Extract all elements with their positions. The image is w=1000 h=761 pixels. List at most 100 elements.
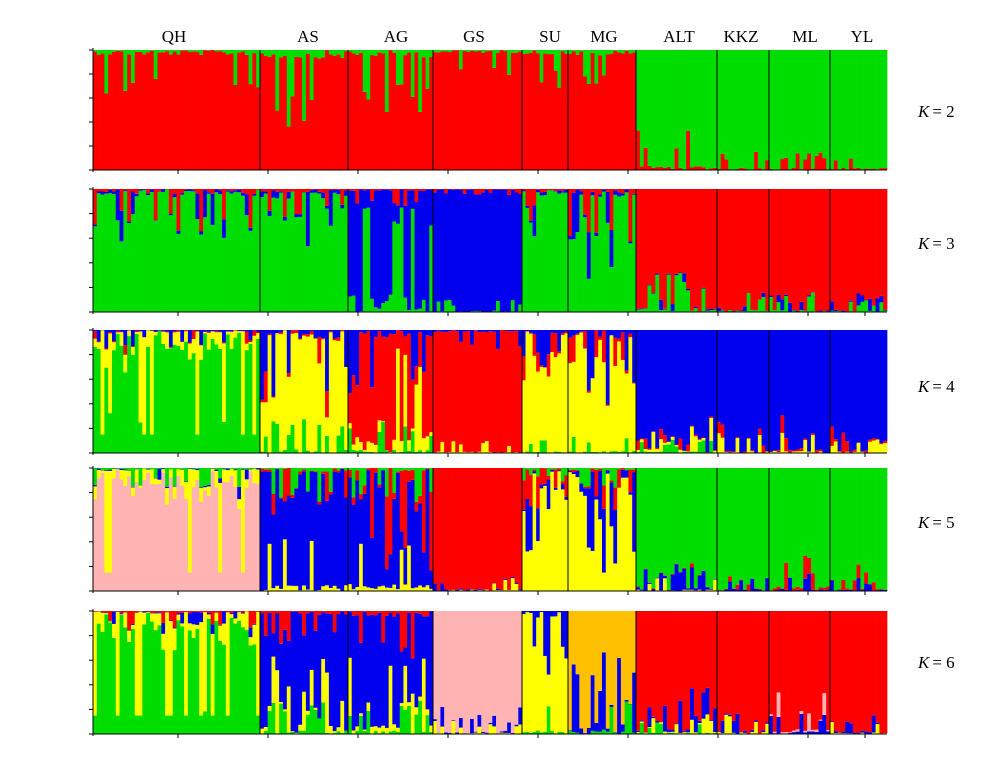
segment-yellow (317, 363, 322, 425)
segment-red (643, 147, 648, 170)
segment-blue (421, 616, 426, 659)
segment-pink (142, 479, 147, 591)
segment-blue (344, 614, 349, 731)
admixture-bar-ml-10 (807, 189, 812, 312)
segment-pink (172, 498, 177, 591)
segment-blue (536, 189, 541, 193)
admixture-bar-qh-34 (222, 189, 227, 312)
segment-green (355, 730, 360, 734)
segment-blue (168, 214, 174, 216)
segment-red (575, 333, 580, 335)
segment-red (305, 334, 311, 337)
segment-green (252, 644, 257, 734)
segment-green (115, 715, 120, 734)
segment-red (429, 491, 434, 571)
segment-green (210, 715, 215, 734)
segment-yellow (286, 585, 291, 591)
segment-blue (761, 292, 766, 297)
admixture-bar-ml-12 (814, 468, 819, 591)
segment-green (195, 629, 200, 734)
population-label-as: AS (297, 27, 319, 46)
segment-yellow (690, 719, 695, 734)
admixture-bar-ag-4 (362, 468, 367, 591)
segment-green (624, 701, 629, 734)
segment-blue (481, 330, 486, 332)
admixture-bar-qh-2 (100, 50, 105, 170)
admixture-bar-kkz-7 (743, 330, 748, 453)
admixture-bar-ag-10 (384, 468, 390, 591)
segment-blue (693, 307, 699, 309)
segment-yellow (586, 392, 592, 443)
admixture-bar-ag-6 (370, 330, 375, 453)
segment-blue (795, 330, 800, 450)
segment-blue (366, 189, 371, 208)
segment-blue (172, 330, 177, 332)
admixture-bar-ag-4 (362, 189, 367, 312)
segment-pink (111, 478, 117, 591)
segment-blue (425, 189, 430, 312)
segment-blue (477, 330, 482, 332)
admixture-bar-ag-0 (348, 50, 353, 170)
admixture-bar-as-12 (305, 50, 311, 170)
segment-green (503, 50, 508, 52)
segment-red (492, 331, 497, 453)
segment-red (830, 426, 835, 446)
segment-blue (146, 193, 151, 196)
segment-red (309, 470, 314, 472)
segment-red (697, 438, 702, 440)
segment-green (206, 349, 212, 453)
segment-red (252, 189, 257, 194)
segment-blue (761, 730, 766, 733)
admixture-bar-mg-6 (590, 330, 595, 453)
segment-green (229, 617, 234, 734)
segment-pink (484, 611, 489, 733)
segment-green (176, 233, 181, 312)
segment-yellow (373, 444, 378, 453)
segment-green (146, 468, 151, 469)
segment-red (123, 189, 128, 191)
segment-yellow (302, 691, 307, 731)
segment-blue (161, 189, 166, 192)
segment-green (418, 308, 423, 312)
admixture-bar-qh-18 (161, 468, 166, 591)
admixture-bar-gs-4 (447, 468, 452, 591)
admixture-bar-ag-7 (373, 189, 378, 312)
segment-green (294, 50, 299, 57)
segment-pink (206, 495, 212, 591)
segment-blue (750, 330, 755, 451)
segment-red (336, 470, 341, 473)
segment-green (229, 50, 234, 54)
segment-green (583, 217, 588, 312)
segment-red (436, 52, 441, 170)
admixture-bar-yl-14 (883, 468, 888, 591)
segment-green (225, 468, 230, 469)
admixture-bar-ag-9 (381, 189, 386, 312)
segment-yellow (697, 589, 702, 591)
admixture-bar-gs-1 (436, 50, 441, 170)
segment-yellow (407, 702, 412, 706)
segment-red (336, 189, 341, 190)
segment-red (507, 331, 512, 446)
segment-green (701, 50, 706, 168)
segment-yellow (713, 579, 718, 591)
segment-blue (340, 611, 345, 701)
segment-red (713, 189, 718, 309)
segment-red (830, 611, 835, 722)
segment-green (233, 50, 238, 85)
segment-green (590, 730, 595, 734)
segment-blue (275, 469, 280, 586)
segment-green (605, 222, 610, 312)
admixture-bar-mg-7 (594, 330, 599, 453)
admixture-bar-yl-7 (856, 50, 861, 170)
admixture-bar-as-12 (305, 468, 311, 591)
segment-blue (440, 330, 445, 332)
segment-green (670, 310, 675, 312)
segment-red (381, 336, 386, 422)
segment-blue (355, 203, 360, 312)
segment-red (780, 611, 785, 733)
segment-green (852, 50, 857, 169)
segment-yellow (522, 380, 526, 453)
admixture-bar-gs-21 (510, 611, 515, 734)
admixture-bar-ml-9 (803, 468, 808, 591)
segment-yellow (149, 330, 155, 435)
